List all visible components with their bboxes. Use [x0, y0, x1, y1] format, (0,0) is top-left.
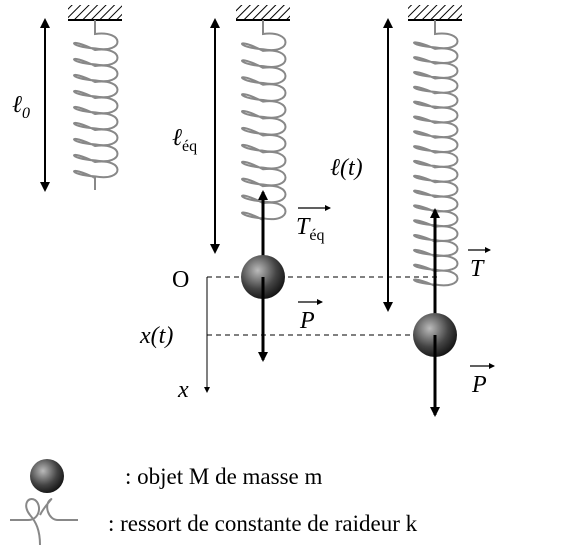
spring — [241, 20, 287, 232]
ceiling — [408, 5, 462, 19]
label-xt: x(t) — [139, 323, 173, 349]
label-origin: O — [172, 267, 189, 293]
spring — [73, 20, 119, 190]
label-x: x — [177, 377, 189, 403]
label-lt: ℓ(t) — [330, 155, 363, 181]
legend-mass-icon — [30, 459, 64, 493]
label-l0: ℓ0 — [12, 92, 30, 122]
ceiling — [68, 5, 122, 19]
legend-mass: : objet M de masse m — [125, 464, 322, 489]
legend-spring: : ressort de constante de raideur k — [108, 511, 418, 536]
springs — [68, 5, 462, 298]
label-leq: ℓéq — [172, 125, 197, 155]
label-p2: P — [471, 372, 487, 398]
label-t: T — [470, 256, 485, 282]
spring — [413, 20, 459, 298]
label-p1: P — [299, 308, 315, 334]
label-teq: Téq — [296, 214, 324, 244]
legend-spring-icon — [10, 498, 78, 546]
ceiling — [236, 5, 290, 19]
